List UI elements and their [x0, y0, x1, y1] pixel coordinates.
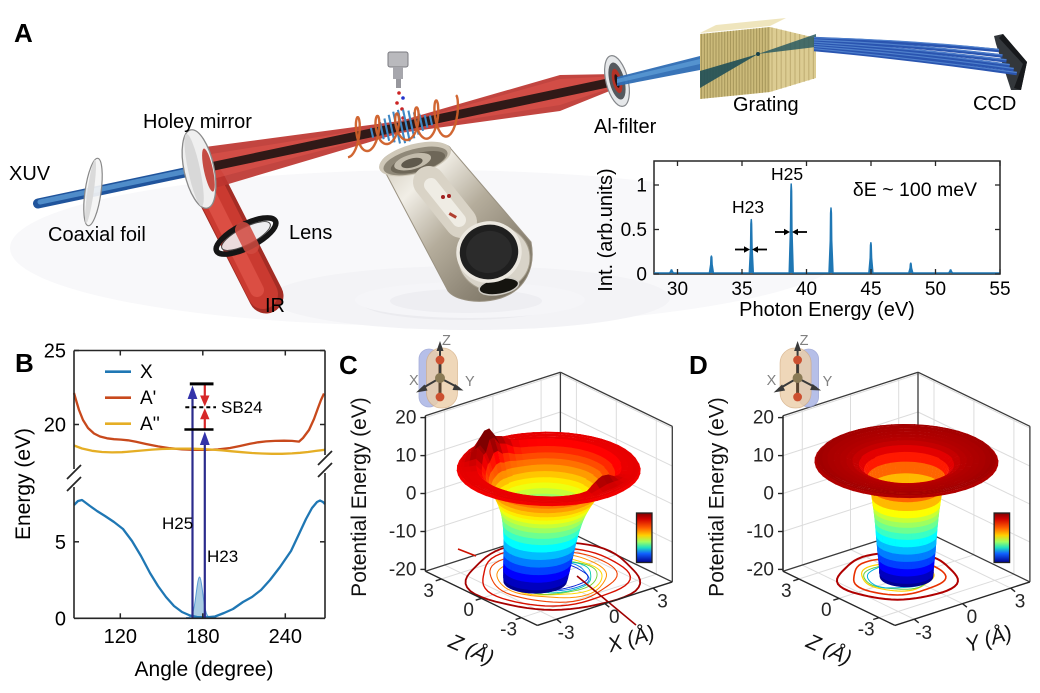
svg-text:Y: Y: [465, 374, 475, 390]
svg-text:C: C: [339, 350, 358, 380]
svg-text:A'': A'': [140, 414, 160, 435]
svg-text:XUV: XUV: [9, 163, 51, 185]
svg-text:3: 3: [657, 592, 668, 613]
svg-text:Coaxial foil: Coaxial foil: [48, 224, 146, 246]
svg-text:0: 0: [763, 484, 774, 505]
svg-text:3: 3: [1015, 592, 1026, 613]
svg-text:0: 0: [406, 484, 417, 505]
svg-text:0: 0: [463, 600, 474, 621]
svg-text:0: 0: [55, 608, 66, 630]
svg-text:H25: H25: [771, 164, 803, 184]
svg-text:0.5: 0.5: [621, 220, 647, 241]
svg-text:X: X: [409, 373, 419, 389]
svg-text:3: 3: [423, 581, 434, 602]
svg-text:Potential Energy (eV): Potential Energy (eV): [706, 397, 729, 597]
svg-text:20: 20: [44, 415, 66, 437]
svg-text:-20: -20: [747, 559, 774, 580]
svg-text:0: 0: [609, 607, 620, 628]
svg-text:H25: H25: [162, 514, 193, 533]
svg-text:IR: IR: [265, 295, 285, 317]
svg-text:SB24: SB24: [221, 398, 263, 417]
svg-text:-10: -10: [389, 522, 416, 543]
svg-text:30: 30: [667, 279, 688, 300]
svg-text:-3: -3: [858, 620, 875, 641]
svg-text:20: 20: [395, 408, 416, 429]
svg-text:Lens: Lens: [289, 222, 332, 244]
svg-text:Z: Z: [800, 333, 809, 349]
svg-text:45: 45: [860, 279, 881, 300]
svg-text:A: A: [14, 18, 33, 48]
svg-text:D: D: [689, 350, 708, 380]
svg-text:Al-filter: Al-filter: [594, 116, 657, 138]
svg-text:-10: -10: [747, 522, 774, 543]
svg-text:-3: -3: [915, 623, 932, 644]
svg-text:0: 0: [821, 600, 832, 621]
svg-text:Potential Energy (eV): Potential Energy (eV): [348, 397, 371, 597]
svg-text:Int. (arb.units): Int. (arb.units): [595, 168, 617, 291]
svg-text:δE ~ 100 meV: δE ~ 100 meV: [853, 179, 977, 201]
svg-text:50: 50: [925, 279, 946, 300]
svg-text:35: 35: [731, 279, 752, 300]
svg-text:40: 40: [796, 279, 817, 300]
svg-text:X: X: [767, 373, 777, 389]
svg-text:Z: Z: [442, 333, 451, 349]
svg-text:120: 120: [104, 626, 137, 648]
svg-text:55: 55: [989, 279, 1010, 300]
svg-text:10: 10: [395, 446, 416, 467]
svg-text:10: 10: [753, 446, 774, 467]
svg-text:Y: Y: [823, 374, 833, 390]
svg-text:B: B: [15, 348, 34, 378]
svg-text:CCD: CCD: [973, 93, 1016, 115]
svg-text:H23: H23: [732, 197, 764, 217]
svg-text:25: 25: [44, 341, 66, 363]
svg-text:180: 180: [186, 626, 219, 648]
svg-text:Holey mirror: Holey mirror: [143, 111, 252, 133]
svg-text:3: 3: [781, 581, 792, 602]
svg-text:0: 0: [636, 265, 647, 286]
svg-text:240: 240: [269, 626, 302, 648]
svg-text:-20: -20: [389, 559, 416, 580]
svg-text:-3: -3: [558, 623, 575, 644]
svg-text:X: X: [140, 362, 153, 383]
svg-text:0: 0: [967, 607, 978, 628]
svg-text:Grating: Grating: [733, 94, 799, 116]
svg-text:5: 5: [55, 532, 66, 554]
svg-text:H23: H23: [207, 547, 238, 566]
svg-text:1: 1: [636, 176, 647, 197]
svg-text:Energy (eV): Energy (eV): [12, 428, 35, 540]
svg-text:A': A': [140, 388, 156, 409]
svg-text:-3: -3: [500, 620, 517, 641]
svg-text:20: 20: [753, 408, 774, 429]
svg-text:Photon Energy (eV): Photon Energy (eV): [739, 299, 915, 321]
svg-text:Angle (degree): Angle (degree): [135, 658, 274, 681]
